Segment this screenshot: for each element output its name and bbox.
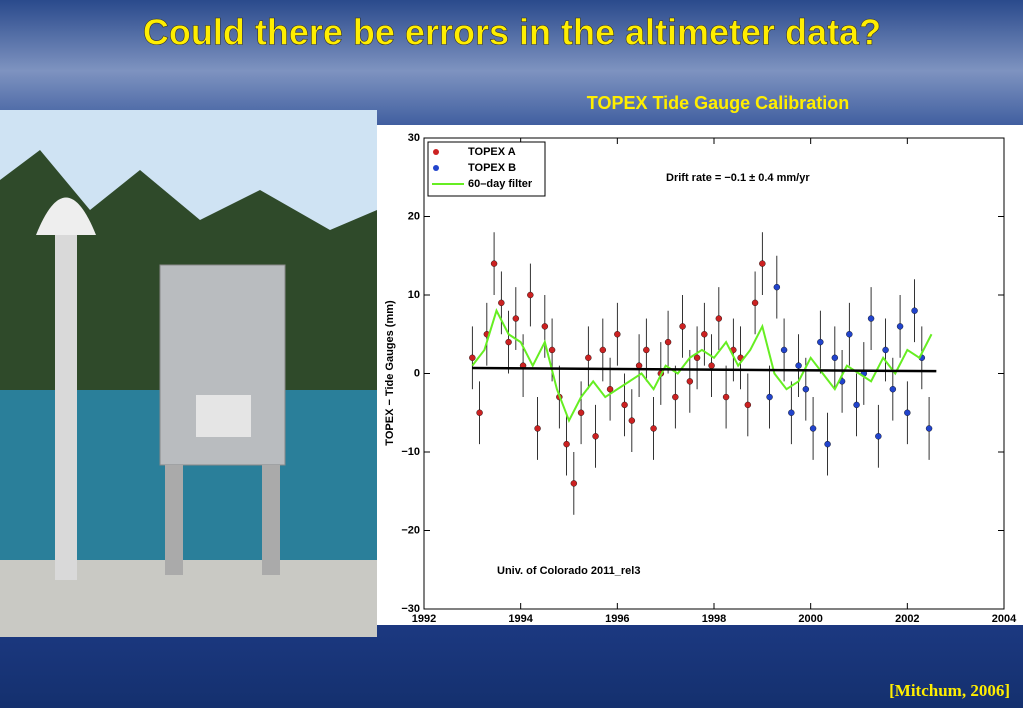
point xyxy=(867,315,875,322)
point xyxy=(672,393,679,401)
point xyxy=(592,433,599,440)
point xyxy=(527,291,534,299)
point xyxy=(824,440,831,448)
legend-label: TOPEX B xyxy=(468,162,516,174)
point xyxy=(809,425,817,432)
point xyxy=(744,401,752,409)
x-tick-label: 2000 xyxy=(798,613,822,625)
x-tick-label: 1998 xyxy=(702,613,726,625)
slide-title: Could there be errors in the altimeter d… xyxy=(143,12,881,53)
y-tick-label: −20 xyxy=(401,524,420,536)
point xyxy=(679,323,686,330)
point xyxy=(817,338,824,346)
point xyxy=(534,425,541,432)
point xyxy=(759,260,766,267)
point xyxy=(469,354,476,361)
legend-label: TOPEX A xyxy=(468,146,516,158)
y-tick-label: −10 xyxy=(401,446,420,458)
point xyxy=(715,315,723,322)
point xyxy=(498,299,505,307)
point xyxy=(701,331,708,338)
point xyxy=(650,425,657,432)
point xyxy=(722,393,730,401)
point xyxy=(563,440,570,448)
point xyxy=(621,401,628,409)
y-tick-label: −30 xyxy=(401,603,420,615)
point xyxy=(577,409,585,416)
y-tick-label: 30 xyxy=(408,132,420,144)
point xyxy=(751,299,759,307)
point xyxy=(780,346,788,354)
point xyxy=(795,362,802,369)
point xyxy=(875,433,882,440)
point xyxy=(628,417,636,424)
point xyxy=(686,378,694,385)
point xyxy=(802,386,810,393)
point xyxy=(773,283,781,291)
point xyxy=(614,331,621,338)
point xyxy=(788,409,795,416)
point xyxy=(882,346,889,354)
point xyxy=(606,386,614,393)
point xyxy=(889,386,897,393)
line xyxy=(472,366,937,373)
point xyxy=(896,323,904,330)
point xyxy=(911,307,918,314)
point xyxy=(925,425,933,432)
point xyxy=(853,401,860,409)
point xyxy=(585,354,592,361)
point xyxy=(693,354,701,361)
legend-swatch xyxy=(433,149,439,155)
point xyxy=(708,362,715,369)
legend-label: 60–day filter xyxy=(468,178,533,190)
legend-box xyxy=(427,141,546,197)
point xyxy=(846,331,853,338)
point xyxy=(505,338,512,346)
annotation: Univ. of Colorado 2011_rel3 xyxy=(497,565,640,577)
point xyxy=(476,409,483,416)
x-tick-label: 2002 xyxy=(895,613,919,625)
y-tick-label: 0 xyxy=(414,367,420,379)
point xyxy=(512,315,520,322)
point xyxy=(635,362,643,369)
chart-panel xyxy=(377,125,1023,625)
point xyxy=(541,323,549,330)
annotation: Drift rate = −0.1 ± 0.4 mm/yr xyxy=(666,172,810,184)
x-tick-label: 2004 xyxy=(992,613,1017,625)
x-tick-label: 1992 xyxy=(412,613,436,625)
point xyxy=(599,346,607,354)
point xyxy=(831,354,839,361)
point xyxy=(904,409,911,416)
point xyxy=(766,393,773,401)
point xyxy=(643,346,650,354)
photo xyxy=(0,110,377,637)
point xyxy=(664,338,672,346)
point xyxy=(490,260,498,267)
point xyxy=(570,480,578,487)
y-tick-label: 20 xyxy=(408,210,420,222)
y-axis-label: TOPEX − Tide Gauges (mm) xyxy=(384,300,396,446)
point xyxy=(548,346,556,354)
citation: [Mitchum, 2006] xyxy=(889,681,1010,700)
x-tick-label: 1994 xyxy=(508,613,533,625)
x-tick-label: 1996 xyxy=(605,613,629,625)
y-tick-label: 10 xyxy=(408,289,420,301)
chart-title: TOPEX Tide Gauge Calibration xyxy=(587,93,849,113)
legend-swatch xyxy=(433,165,439,171)
